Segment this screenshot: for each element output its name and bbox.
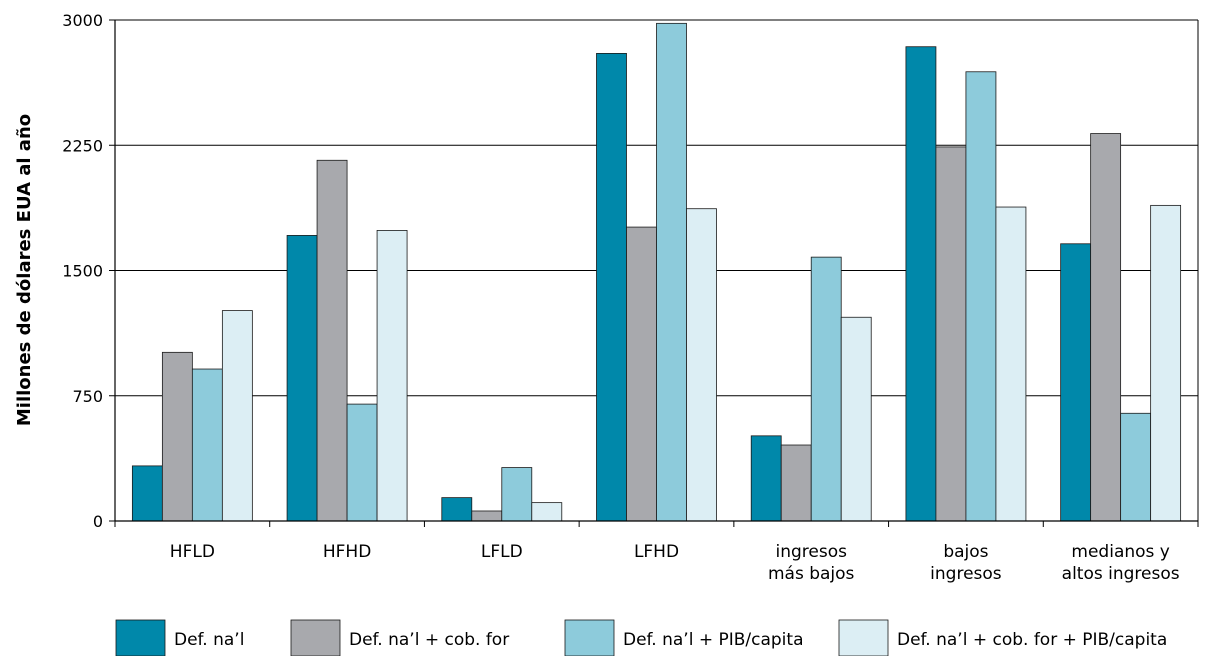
bar xyxy=(131,465,163,522)
x-category-label-line: HFLD xyxy=(170,542,215,562)
legend-label: Def. na’l xyxy=(174,630,244,650)
y-tick-label: 3000 xyxy=(62,11,103,30)
bar xyxy=(656,22,687,522)
bar xyxy=(376,230,408,522)
x-category-label: LFLD xyxy=(481,542,523,562)
bars xyxy=(131,22,1182,522)
x-category-label-line: altos ingresos xyxy=(1062,564,1180,584)
x-category-label-line: bajos xyxy=(943,542,988,562)
bar xyxy=(596,53,627,522)
bar xyxy=(965,71,997,522)
bar xyxy=(441,497,473,522)
y-tick-label: 2250 xyxy=(62,136,103,155)
bar xyxy=(471,510,503,522)
x-category-label-line: HFHD xyxy=(323,542,371,562)
legend-swatch xyxy=(564,619,615,656)
bar xyxy=(501,467,533,522)
axes xyxy=(114,20,1199,527)
x-category-label-line: LFLD xyxy=(481,542,523,562)
bar xyxy=(531,502,563,522)
x-category-label: ingresos más bajos xyxy=(768,542,855,584)
bar xyxy=(1120,412,1152,522)
x-category-label-line: ingresos xyxy=(930,564,1002,584)
legend: Def. na’l Def. na’l + cob. for Def. na’l +… xyxy=(115,619,1167,656)
x-category-label-line: ingresos xyxy=(775,542,847,562)
legend-swatch xyxy=(115,619,166,656)
x-category-label: HFLD xyxy=(170,542,215,562)
bar xyxy=(686,208,717,522)
legend-label: Def. na’l + cob. for xyxy=(349,630,509,650)
y-tick-label: 750 xyxy=(72,387,103,406)
x-category-label: HFHD xyxy=(323,542,371,562)
bar xyxy=(750,435,782,522)
y-tick-labels: 0 750 1500 2250 3000 xyxy=(62,11,103,531)
bar xyxy=(316,159,348,522)
x-category-label-line: medianos y xyxy=(1071,542,1169,562)
bar xyxy=(810,256,842,522)
x-category-label: LFHD xyxy=(634,542,679,562)
x-category-label: medianos y altos ingresos xyxy=(1062,542,1180,584)
x-category-label-line: LFHD xyxy=(634,542,679,562)
x-category-label: bajos ingresos xyxy=(930,542,1002,584)
bar xyxy=(221,310,253,522)
bar xyxy=(1060,243,1092,522)
bar xyxy=(161,351,193,522)
bar xyxy=(191,368,223,522)
bar xyxy=(780,444,812,522)
bar xyxy=(1150,204,1182,522)
bar xyxy=(840,316,872,522)
bar xyxy=(995,206,1027,522)
bar xyxy=(1090,133,1122,522)
y-tick-label: 0 xyxy=(93,512,103,531)
x-category-label-line: más bajos xyxy=(768,564,855,584)
legend-swatch xyxy=(290,619,341,656)
legend-swatch xyxy=(838,619,889,656)
bar xyxy=(346,403,378,522)
legend-label: Def. na’l + cob. for + PIB/capita xyxy=(897,630,1167,650)
bar xyxy=(626,226,657,522)
bar xyxy=(905,46,937,522)
bar xyxy=(935,146,967,522)
bar xyxy=(286,235,318,522)
y-axis-label: Millones de dólares EUA al año xyxy=(14,114,35,426)
legend-label: Def. na’l + PIB/capita xyxy=(623,630,804,650)
y-tick-label: 1500 xyxy=(62,262,103,281)
